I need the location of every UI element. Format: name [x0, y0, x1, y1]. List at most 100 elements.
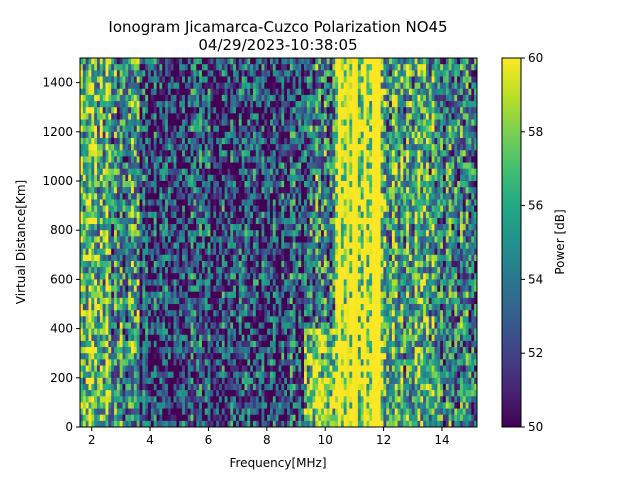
- heatmap-cell: [264, 236, 268, 243]
- heatmap-cell: [85, 285, 89, 293]
- heatmap-cell: [128, 193, 132, 200]
- heatmap-cell: [306, 162, 311, 170]
- heatmap-cell: [309, 377, 313, 385]
- heatmap-cell: [252, 285, 257, 293]
- heatmap-cell: [167, 383, 172, 391]
- heatmap-cell: [80, 162, 84, 170]
- heatmap-cell: [99, 310, 104, 317]
- heatmap-cell: [82, 76, 87, 83]
- heatmap-cell: [201, 107, 206, 114]
- heatmap-cell: [241, 353, 245, 360]
- heatmap-cell: [267, 396, 271, 403]
- heatmap-cell: [233, 150, 237, 157]
- heatmap-cell: [306, 193, 311, 200]
- heatmap-cell: [82, 328, 87, 336]
- heatmap-cell: [199, 402, 203, 409]
- heatmap-cell: [85, 420, 89, 428]
- heatmap-cell: [165, 285, 169, 293]
- heatmap-cell: [230, 334, 234, 342]
- heatmap-cell: [108, 420, 112, 428]
- heatmap-cell: [111, 205, 115, 213]
- heatmap-cell: [111, 137, 115, 145]
- heatmap-cell: [267, 113, 271, 120]
- heatmap-cell: [176, 353, 180, 360]
- heatmap-cell: [184, 334, 189, 342]
- heatmap-cell: [125, 408, 129, 416]
- heatmap-cell: [301, 181, 305, 188]
- heatmap-cell: [128, 181, 132, 188]
- heatmap-cell: [238, 70, 243, 77]
- heatmap-cell: [258, 76, 262, 83]
- heatmap-cell: [116, 58, 121, 65]
- heatmap-cell: [250, 224, 254, 231]
- heatmap-cell: [264, 144, 268, 151]
- heatmap-cell: [261, 150, 265, 157]
- heatmap-cell: [148, 101, 152, 108]
- heatmap-cell: [125, 217, 129, 225]
- heatmap-cell: [221, 297, 226, 305]
- heatmap-cell: [267, 230, 271, 237]
- heatmap-cell: [131, 365, 135, 373]
- heatmap-cell: [227, 137, 231, 145]
- heatmap-cell: [139, 334, 143, 342]
- heatmap-cell: [128, 230, 132, 237]
- heatmap-cell: [306, 359, 311, 366]
- heatmap-cell: [267, 162, 271, 170]
- heatmap-cell: [233, 181, 237, 188]
- heatmap-cell: [227, 242, 231, 250]
- heatmap-cell: [287, 328, 291, 336]
- heatmap-cell: [199, 82, 203, 90]
- heatmap-cell: [275, 279, 279, 286]
- heatmap-cell: [97, 211, 101, 219]
- heatmap-cell: [136, 205, 140, 213]
- heatmap-cell: [128, 359, 132, 366]
- heatmap-cell: [295, 199, 299, 206]
- heatmap-cell: [233, 58, 237, 65]
- heatmap-cell: [167, 211, 172, 219]
- heatmap-cell: [289, 88, 294, 96]
- heatmap-cell: [247, 137, 251, 145]
- heatmap-cell: [199, 193, 203, 200]
- heatmap-cell: [218, 205, 223, 213]
- heatmap-cell: [210, 371, 214, 379]
- heatmap-cell: [312, 359, 316, 366]
- heatmap-cell: [184, 322, 189, 329]
- heatmap-cell: [241, 316, 245, 323]
- heatmap-cell: [264, 58, 268, 65]
- heatmap-cell: [85, 242, 89, 250]
- heatmap-cell: [136, 88, 140, 96]
- heatmap-cell: [304, 107, 308, 114]
- heatmap-cell: [196, 82, 200, 90]
- heatmap-cell: [156, 193, 160, 200]
- heatmap-cell: [173, 119, 177, 127]
- heatmap-cell: [298, 162, 302, 170]
- heatmap-cell: [97, 297, 101, 305]
- heatmap-cell: [281, 230, 285, 237]
- heatmap-cell: [247, 254, 251, 262]
- heatmap-cell: [258, 119, 262, 127]
- heatmap-cell: [114, 58, 118, 65]
- heatmap-cell: [281, 285, 285, 293]
- heatmap-cell: [170, 162, 174, 170]
- heatmap-cell: [108, 199, 112, 206]
- heatmap-cell: [312, 107, 316, 114]
- heatmap-cell: [133, 82, 138, 90]
- heatmap-cell: [309, 82, 313, 90]
- heatmap-cell: [148, 82, 152, 90]
- heatmap-cell: [258, 242, 262, 250]
- heatmap-cell: [309, 402, 313, 409]
- heatmap-cell: [306, 279, 311, 286]
- heatmap-cell: [122, 144, 126, 151]
- heatmap-cell: [125, 347, 129, 354]
- heatmap-cell: [235, 242, 240, 250]
- heatmap-cell: [312, 94, 316, 102]
- heatmap-cell: [238, 64, 243, 71]
- heatmap-cell: [304, 414, 308, 422]
- heatmap-cell: [252, 168, 257, 176]
- heatmap-cell: [187, 137, 191, 145]
- heatmap-cell: [119, 334, 123, 342]
- heatmap-cell: [153, 273, 157, 280]
- heatmap-cell: [306, 402, 311, 409]
- heatmap-cell: [159, 377, 163, 385]
- heatmap-cell: [102, 137, 106, 145]
